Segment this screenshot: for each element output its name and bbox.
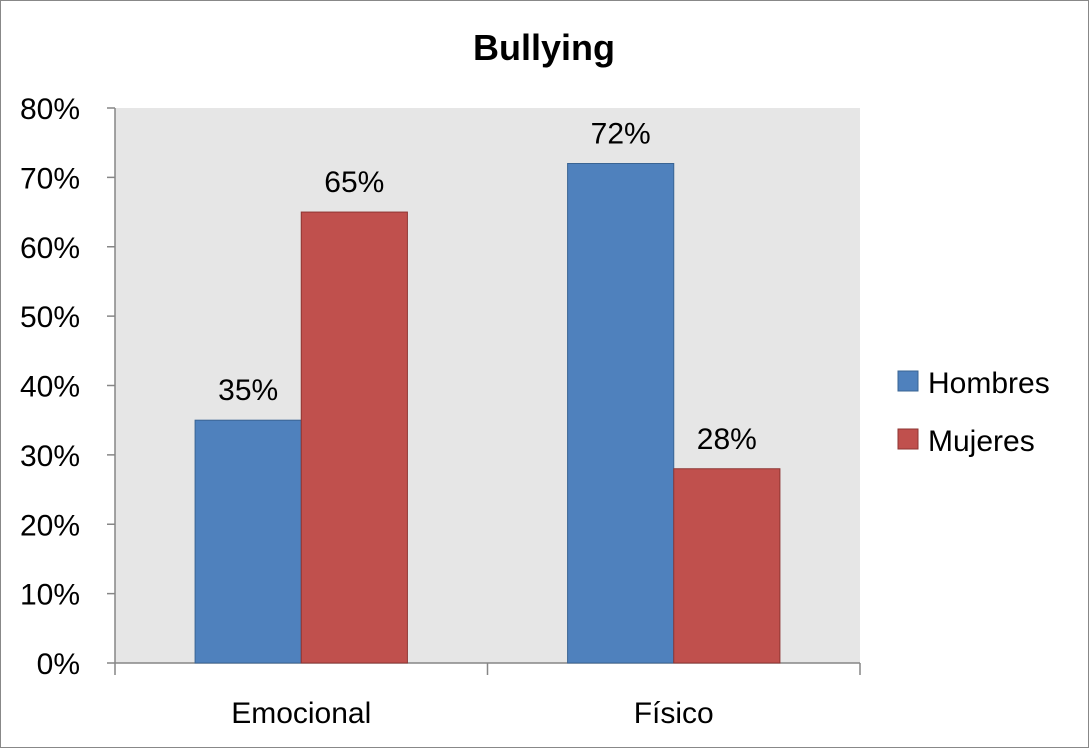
data-label: 35% [218,374,278,407]
y-tick-label: 50% [20,301,80,334]
axes: 0% 10% 20% 30% 40% 50% 60% 70% 80% Emocional Físic… [20,93,861,730]
legend-swatch [897,370,919,392]
y-tick-label: 30% [20,440,80,473]
bar-hombres-0 [194,419,302,664]
legend: Hombres Mujeres [897,367,1050,458]
y-tick-label: 80% [20,93,80,126]
y-tick-label: 60% [20,232,80,265]
data-label: 28% [697,423,757,456]
y-tick-label: 10% [20,579,80,612]
x-tick-label: Físico [634,697,714,730]
legend-swatch [897,428,919,450]
data-labels: 35% 72% 65% 28% [218,118,757,456]
bar-hombres-1 [567,163,675,664]
bar-mujeres-0 [300,211,408,664]
y-tick-label: 20% [20,509,80,542]
x-tick-label: Emocional [231,697,371,730]
y-tick-label: 0% [37,648,80,681]
data-label: 72% [591,118,651,151]
y-tick-label: 40% [20,371,80,404]
data-label: 65% [324,166,384,199]
chart-title: Bullying [473,27,615,68]
y-tick-label: 70% [20,162,80,195]
bar-mujeres-1 [673,468,781,664]
bars [194,163,781,664]
legend-label: Hombres [928,367,1050,400]
legend-label: Mujeres [928,425,1035,458]
